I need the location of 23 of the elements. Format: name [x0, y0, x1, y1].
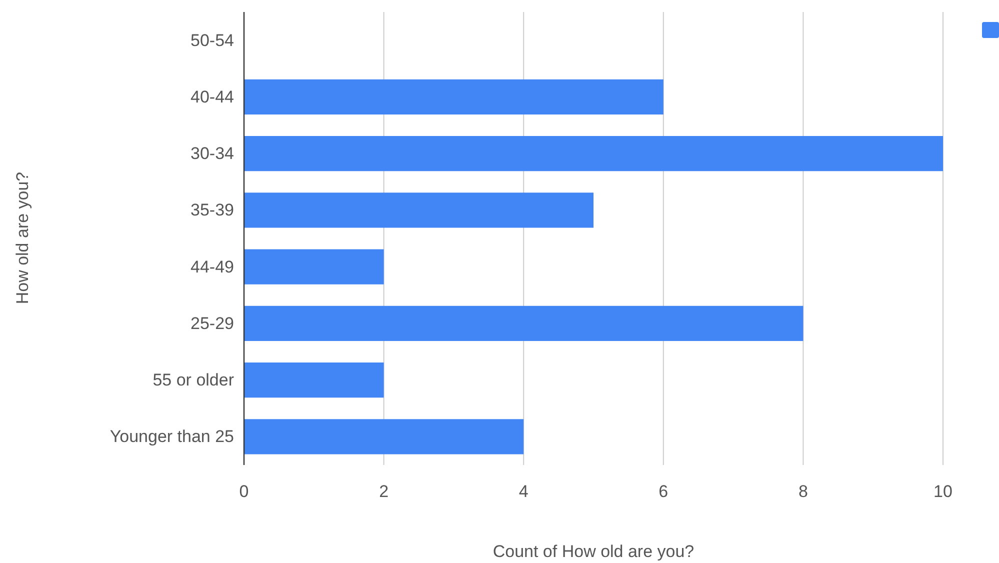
y-tick-label: 55 or older	[152, 370, 234, 390]
y-tick-label: 25-29	[190, 314, 234, 333]
y-tick-label: 50-54	[190, 30, 234, 50]
x-axis-title: Count of How old are you?	[492, 542, 694, 561]
bar	[244, 306, 804, 341]
bar	[244, 362, 384, 398]
bar	[244, 249, 384, 284]
bar	[244, 79, 664, 114]
y-axis-title: How old are you?	[13, 172, 32, 304]
x-tick-label: 6	[658, 482, 668, 502]
x-tick-label: 4	[518, 482, 528, 502]
y-tick-label: 35-39	[190, 200, 234, 220]
x-tick-label: 10	[934, 482, 952, 502]
x-tick-label: 8	[798, 482, 808, 502]
bar	[244, 419, 524, 454]
bar	[244, 192, 594, 228]
y-tick-label: 30-34	[190, 144, 234, 164]
y-tick-label: 44-49	[190, 257, 234, 276]
x-tick-label: 2	[379, 482, 389, 502]
bar	[244, 136, 943, 172]
y-tick-label: 40-44	[190, 87, 234, 106]
y-tick-label: Younger than 25	[110, 427, 234, 446]
x-tick-label: 0	[239, 482, 249, 502]
